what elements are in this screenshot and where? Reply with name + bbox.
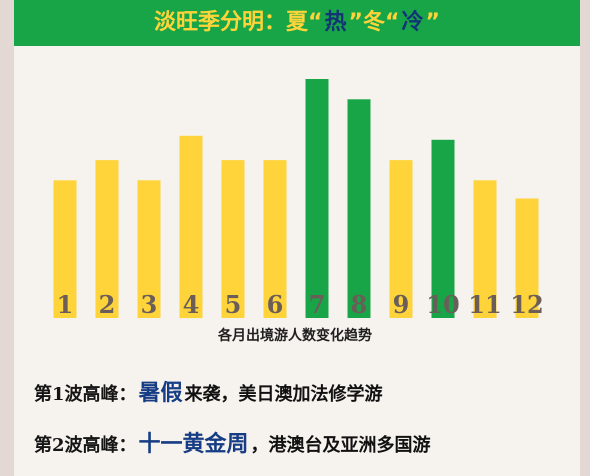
month-label-5: 5 [225, 290, 242, 319]
month-label-1: 1 [57, 290, 74, 319]
bar-month-6 [263, 160, 287, 318]
wave-2-summary: 第2波高峰： 十一黄金周 ，港澳台及亚洲多国游 [34, 426, 431, 458]
wave-2-highlight: 十一黄金周 [138, 431, 249, 457]
wave-1-summary: 第1波高峰： 暑假 来袭，美日澳加法修学游 [34, 375, 383, 407]
month-label-8: 8 [351, 290, 368, 319]
month-labels-layer: 1 2 3 4 5 6 7 8 9 10 11 12 [57, 290, 544, 319]
bar-month-1 [53, 180, 77, 318]
month-label-10: 10 [426, 290, 459, 319]
month-label-6: 6 [267, 290, 284, 319]
month-label-7: 7 [309, 290, 326, 319]
month-label-2: 2 [99, 290, 116, 319]
title-part-1: 淡旺季分明：夏“ [154, 10, 323, 35]
bar-month-4 [179, 135, 203, 319]
bar-month-7 [305, 79, 329, 318]
wave-1-highlight: 暑假 [138, 380, 183, 406]
month-label-11: 11 [468, 290, 501, 319]
title-part-4: 冷 [401, 10, 424, 35]
month-label-4: 4 [183, 290, 200, 319]
title-part-3: ”冬“ [348, 10, 400, 35]
bar-month-5 [221, 160, 245, 318]
title-banner: 淡旺季分明：夏“ 热 ”冬“ 冷 ” [14, 0, 580, 46]
wave-1-label: 第1波高峰： [34, 384, 137, 405]
title-part-2: 热 [324, 10, 347, 35]
bar-month-11 [473, 180, 497, 318]
wave-1-description: 来袭，美日澳加法修学游 [184, 384, 383, 405]
month-label-9: 9 [393, 290, 410, 319]
bar-month-2 [95, 160, 119, 318]
wave-2-label: 第2波高峰： [34, 435, 137, 456]
bar-month-10 [431, 139, 455, 318]
bar-month-8 [347, 99, 371, 318]
bars-layer [53, 79, 539, 319]
month-label-3: 3 [141, 290, 158, 319]
title-part-5: ” [425, 10, 440, 35]
bar-month-9 [389, 160, 413, 318]
chart-caption: 各月出境游人数变化趋势 [218, 328, 372, 344]
month-label-12: 12 [510, 290, 543, 319]
bar-month-12 [515, 198, 539, 318]
bar-month-3 [137, 180, 161, 318]
wave-2-description: ，港澳台及亚洲多国游 [250, 435, 431, 456]
